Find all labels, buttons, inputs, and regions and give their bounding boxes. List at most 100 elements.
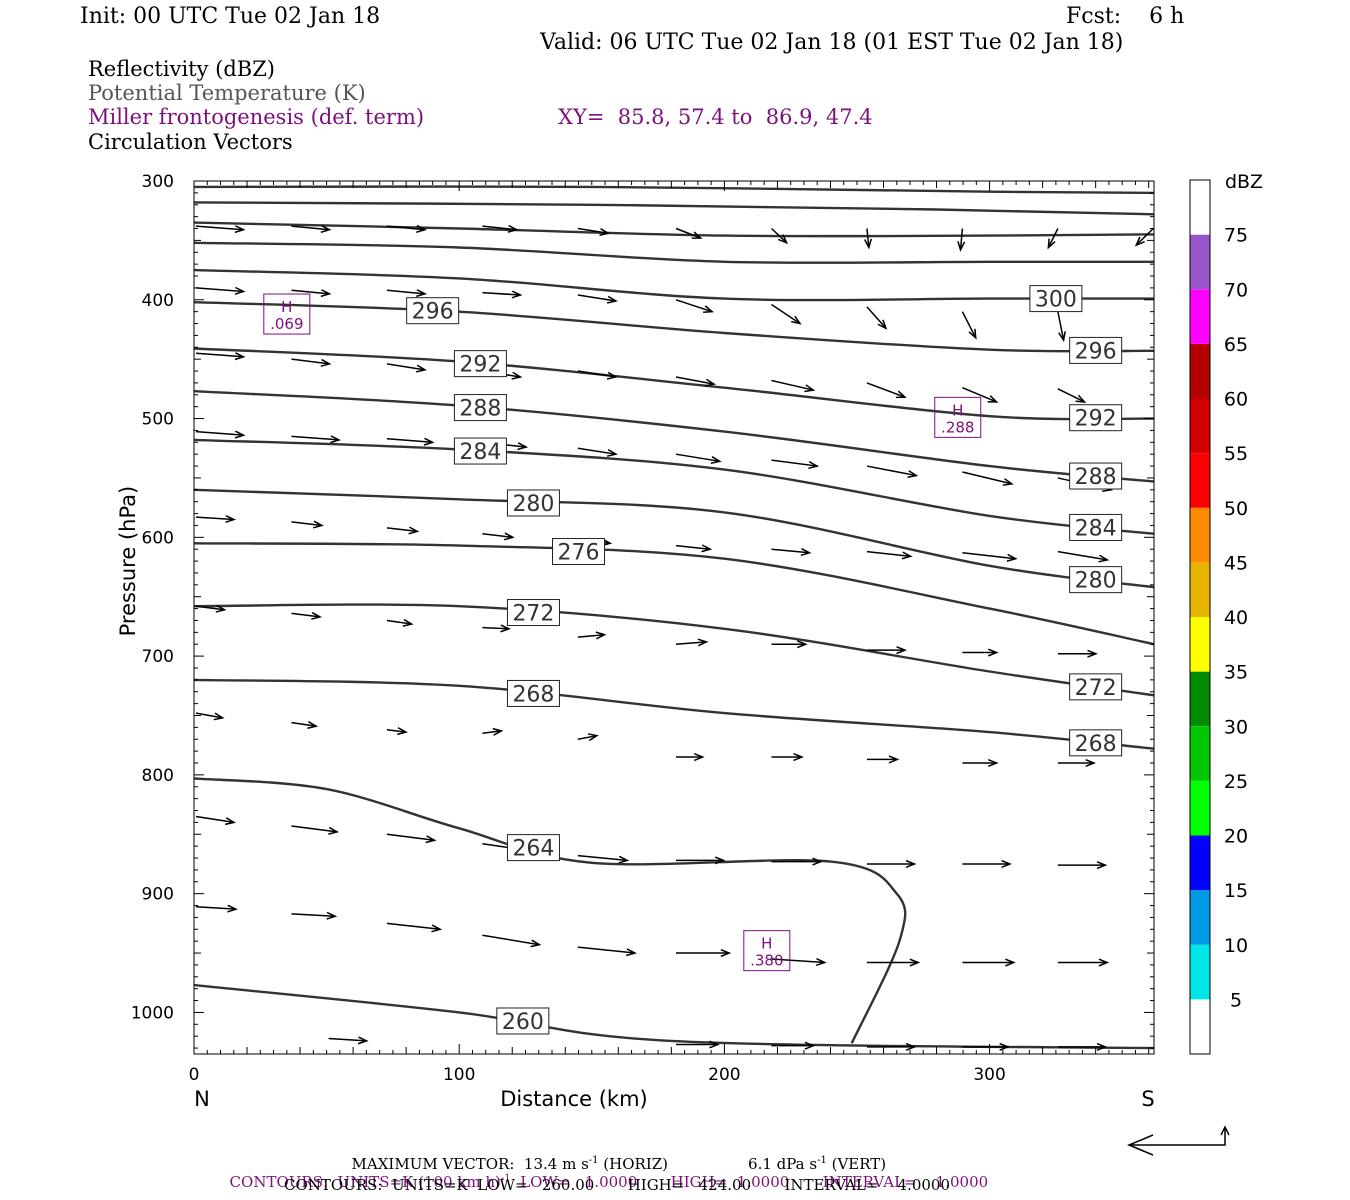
theta-contour-label-292-b: 292 [453, 350, 507, 378]
circulation-vector [577, 733, 599, 742]
circulation-vector [676, 753, 705, 762]
frontogenesis-max-label: H.380 [743, 930, 791, 972]
colorbar-frame [1189, 179, 1211, 1055]
theta-contour-272 [194, 603, 1154, 697]
colorbar-segment [1190, 999, 1210, 1054]
circulation-vector [771, 459, 820, 470]
colorbar-segment [1190, 617, 1210, 672]
circulation-vector [866, 550, 913, 560]
colorbar-tick-label: 15 [1224, 880, 1248, 902]
circulation-vector [195, 904, 238, 913]
circulation-vector [386, 289, 427, 298]
circulation-vector [195, 225, 246, 234]
theta-contour-296 [194, 301, 1154, 353]
theta-contour-label-296: 296 [1069, 336, 1123, 364]
theta-contour-268 [194, 678, 1154, 750]
svg-text:272: 272 [512, 602, 554, 627]
frontogenesis-max-value: .380 [750, 952, 783, 970]
svg-text:260: 260 [502, 1010, 544, 1035]
y-tick-label: 800 [142, 766, 174, 786]
svg-text:292: 292 [459, 353, 501, 378]
circulation-vector [675, 638, 709, 647]
circulation-vector [866, 1042, 917, 1051]
circulation-vector [386, 437, 435, 446]
y-tick-label: 300 [142, 172, 174, 192]
frontogenesis-max-value: .288 [941, 418, 974, 436]
circulation-vector [962, 958, 1016, 967]
theta-contour-label-280-b: 280 [506, 489, 560, 517]
circulation-vector [386, 363, 427, 373]
circulation-vector [291, 721, 319, 730]
colorbar-tick-label: 55 [1224, 443, 1248, 465]
theta-contour-288 [194, 390, 1154, 483]
circulation-vector [962, 859, 1012, 868]
svg-text:296: 296 [412, 300, 454, 325]
circulation-vector [957, 228, 966, 252]
colorbar-tick-label: 30 [1224, 716, 1248, 738]
x-tick-label: 100 [443, 1065, 475, 1085]
colorbar-segment [1190, 780, 1210, 836]
svg-text:292: 292 [1075, 407, 1117, 432]
circulation-vector [386, 727, 408, 736]
plot-frame [193, 180, 1155, 1055]
contours-theta-info: CONTOURS: UNITS=K LOW= 260.00 HIGH= 424.… [284, 1176, 950, 1194]
circulation-vector [1057, 958, 1110, 967]
circulation-vector [962, 648, 999, 657]
theta-contour-276 [194, 542, 1154, 646]
colorbar-segment [1190, 944, 1210, 1000]
svg-text:268: 268 [1075, 732, 1117, 757]
circulation-vector [675, 544, 713, 553]
colorbar-segment [1190, 562, 1210, 617]
theta-contour-label-284-b: 284 [453, 437, 507, 465]
svg-text:268: 268 [512, 682, 554, 707]
colorbar-tick-label: 70 [1224, 279, 1248, 301]
circulation-vector [482, 532, 515, 541]
theta-contour-label-296-b: 296 [406, 297, 460, 325]
legend-frontogenesis: Miller frontogenesis (def. term) [88, 105, 425, 129]
contours-frontogenesis-info: CONTOURS: UNITS=K (100 km h)-1 LOW= 1.00… [229, 1173, 989, 1191]
frontogenesis-max-label: H.288 [934, 396, 982, 438]
theta-contour-label-272-b: 272 [1069, 673, 1123, 701]
circulation-vector [577, 946, 637, 957]
circulation-vector [195, 815, 236, 826]
circulation-vector [675, 299, 715, 313]
circulation-vector [577, 227, 611, 237]
circulation-vector [1057, 758, 1097, 768]
circulation-vector [866, 859, 917, 868]
frontogenesis-max-letter: H [952, 401, 963, 419]
circulation-vector [482, 624, 512, 633]
frontogenesis-max-letter: H [281, 298, 292, 316]
circulation-vector [577, 631, 607, 640]
theta-contour-label-268-b: 268 [1069, 729, 1123, 757]
circulation-vector [962, 471, 1014, 486]
svg-text:264: 264 [512, 837, 554, 862]
circulation-vector [328, 1036, 369, 1045]
circulation-vector [676, 949, 732, 958]
colorbar-segment [1190, 289, 1210, 344]
circulation-vector [195, 352, 246, 361]
circulation-vector [770, 227, 789, 245]
svg-text:288: 288 [1075, 465, 1117, 490]
circulation-vector [291, 611, 322, 620]
colorbar-tick-label: 75 [1224, 225, 1248, 247]
theta-contour-280 [194, 488, 1154, 589]
circulation-vector [962, 758, 999, 768]
circulation-vector [771, 379, 816, 393]
theta-contour-label-288-b: 288 [453, 394, 507, 422]
circulation-vector [676, 1040, 720, 1049]
circulation-vector [1134, 227, 1154, 247]
svg-text:296: 296 [1075, 339, 1117, 364]
colorbar-segment [1190, 726, 1210, 781]
theta-contour-2 [194, 221, 1154, 238]
theta-contour-1 [194, 201, 1154, 216]
circulation-vector [771, 640, 808, 649]
colorbar-tick-label: 45 [1224, 552, 1248, 574]
reference-vector-icon [1127, 1125, 1230, 1156]
circulation-vector [771, 547, 812, 557]
circulation-vector [195, 430, 246, 439]
svg-text:280: 280 [1075, 569, 1117, 594]
colorbar-segment [1190, 890, 1210, 945]
circulation-vector [195, 286, 246, 295]
colorbar-tick-label: 25 [1224, 771, 1248, 793]
circulation-vector [291, 224, 332, 233]
